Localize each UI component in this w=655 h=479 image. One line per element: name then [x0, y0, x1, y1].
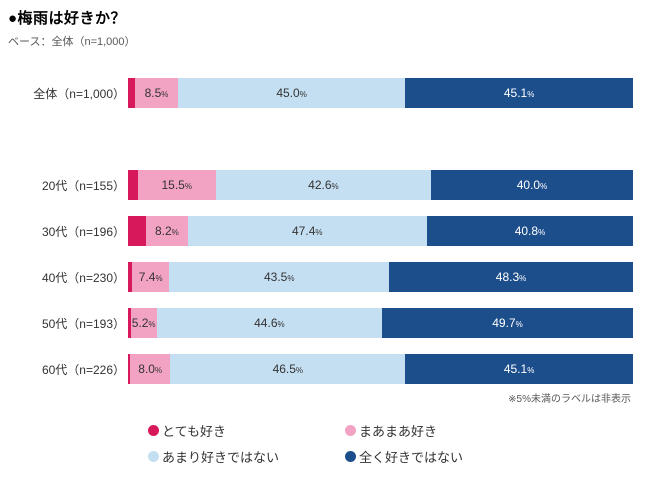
bar-segment: 8.5% — [135, 78, 178, 108]
bar-segment-value: 7.4% — [138, 270, 163, 284]
bar-segment: 8.2% — [146, 216, 188, 246]
bar-segment — [128, 78, 136, 108]
bar-segment: 49.7% — [381, 308, 633, 338]
bar-track: 8.0% 46.5% 45.1% — [128, 354, 633, 384]
bar-segment: 48.3% — [389, 262, 633, 292]
bar-segment: 44.6% — [156, 308, 382, 338]
bar-segment: 40.8% — [426, 216, 633, 246]
bar-row-60s: 60代（n=226） 8.0% 46.5% 45.1% — [0, 354, 633, 384]
bar-segment: 45.1% — [405, 78, 633, 108]
legend-dot-icon — [345, 451, 356, 462]
bar-segment-value: 42.6% — [308, 178, 339, 192]
bar-segment — [128, 262, 133, 292]
bar-segment-value: 45.0% — [276, 86, 307, 100]
bar-segment-value: 44.6% — [254, 316, 285, 330]
bar-track: 7.4% 43.5% 48.3% — [128, 262, 633, 292]
row-label: 60代（n=226） — [41, 362, 125, 377]
legend-label: まあまあ好き — [359, 424, 438, 439]
bar-row-30s: 30代（n=196） 8.2% 47.4% 40.8% — [0, 216, 633, 246]
legend-dot-icon — [148, 425, 159, 436]
bar-segment — [128, 216, 147, 246]
row-label: 全体（n=1,000） — [33, 86, 125, 101]
bar-track: 15.5% 42.6% 40.0% — [128, 170, 633, 200]
bar-segment: 45.0% — [177, 78, 406, 108]
bar-segment: 8.0% — [130, 354, 171, 384]
bar-row-40s: 40代（n=230） 7.4% 43.5% 48.3% — [0, 262, 633, 292]
bar-segment-value: 48.3% — [495, 270, 527, 284]
bar-segment-value: 45.1% — [503, 86, 535, 100]
bar-segment — [128, 170, 138, 200]
row-label: 50代（n=193） — [41, 316, 125, 331]
bar-segment: 40.0% — [430, 170, 633, 200]
bar-segment-value: 43.5% — [263, 270, 295, 284]
bar-segment-value: 45.1% — [503, 362, 535, 376]
bar-segment-value: 46.5% — [272, 362, 304, 376]
bar-segment-value: 40.0% — [516, 178, 548, 192]
bar-segment: 42.6% — [215, 170, 431, 200]
bar-segment: 15.5% — [137, 170, 216, 200]
bar-track: 5.2% 44.6% 49.7% — [128, 308, 633, 338]
row-label: 30代（n=196） — [41, 224, 125, 239]
base-note: ベース：全体（n=1,000） — [8, 36, 136, 48]
bar-segment — [128, 354, 131, 384]
stacked-bar-chart: 全体（n=1,000） 8.5% 45.0% 45.1% 20代（n=155） 15… — [0, 78, 633, 384]
legend-item-mattaku-suki-dewanai: 全く好きではない — [345, 447, 463, 466]
row-label: 40代（n=230） — [41, 270, 125, 285]
bar-segment-value: 15.5% — [161, 178, 192, 192]
bar-segment: 45.1% — [405, 354, 633, 384]
bar-track: 8.5% 45.0% 45.1% — [128, 78, 633, 108]
legend: とても好き まあまあ好き あまり好きではない 全く好きではない — [148, 421, 463, 466]
bar-segment-value: 8.5% — [144, 86, 169, 100]
bar-track: 8.2% 47.4% 40.8% — [128, 216, 633, 246]
legend-item-amari-suki-dewanai: あまり好きではない — [148, 447, 345, 466]
bar-segment: 47.4% — [187, 216, 427, 246]
bar-segment-value: 49.7% — [492, 316, 523, 330]
legend-label: 全く好きではない — [359, 450, 464, 465]
chart-title: ●梅雨は好きか？ — [8, 10, 127, 27]
legend-dot-icon — [148, 451, 159, 462]
bar-segment: 43.5% — [169, 262, 390, 292]
bar-row-total: 全体（n=1,000） 8.5% 45.0% 45.1% — [0, 78, 633, 108]
legend-item-totemo-suki: とても好き — [148, 421, 345, 440]
row-label: 20代（n=155） — [41, 178, 125, 193]
legend-label: あまり好きではない — [162, 450, 280, 465]
bar-segment: 5.2% — [130, 308, 157, 338]
label-threshold-footnote: ※5%未満のラベルは非表示 — [508, 394, 631, 405]
bar-segment: 7.4% — [132, 262, 170, 292]
bar-segment-value: 5.2% — [131, 316, 156, 330]
bar-segment: 46.5% — [170, 354, 406, 384]
legend-item-maamaa-suki: まあまあ好き — [345, 421, 463, 440]
bar-segment-value: 8.2% — [154, 224, 179, 238]
legend-dot-icon — [345, 425, 356, 436]
bar-row-20s: 20代（n=155） 15.5% 42.6% 40.0% — [0, 170, 633, 200]
bar-row-50s: 50代（n=193） 5.2% 44.6% 49.7% — [0, 308, 633, 338]
bar-segment-value: 40.8% — [514, 224, 546, 238]
bar-segment-value: 8.0% — [138, 362, 163, 376]
bar-segment-value: 47.4% — [292, 224, 323, 238]
bar-segment — [128, 308, 131, 338]
legend-label: とても好き — [162, 424, 226, 439]
